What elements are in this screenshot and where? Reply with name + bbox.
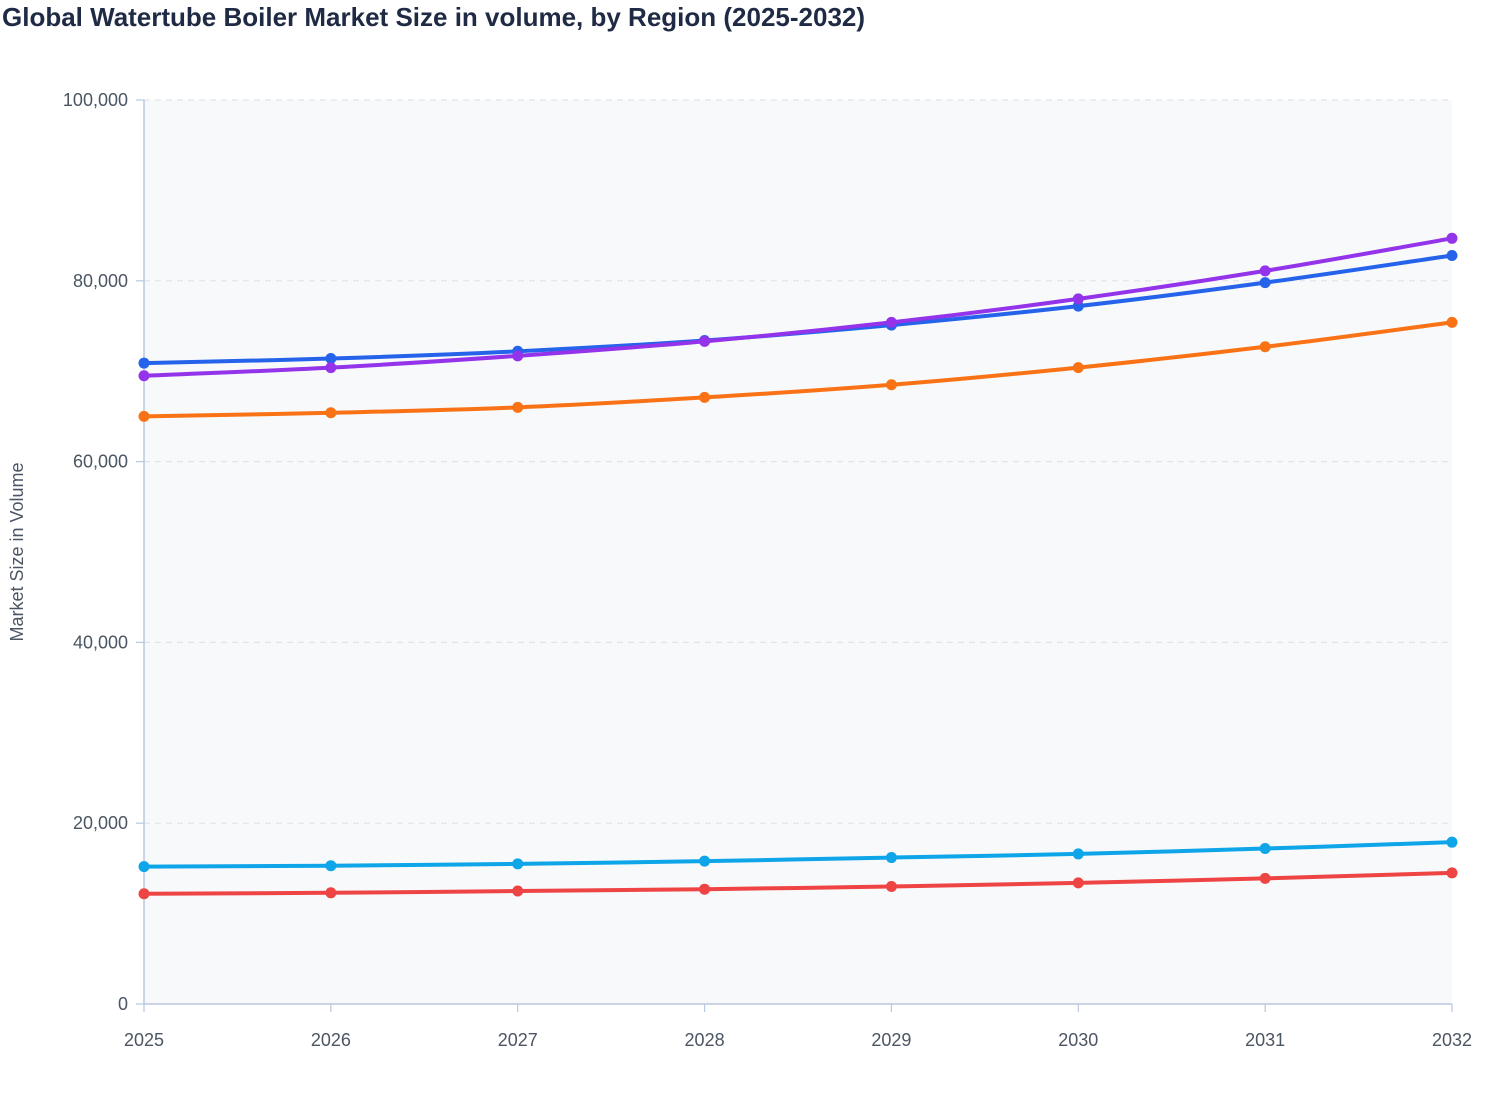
y-tick-label: 20,000	[73, 813, 128, 833]
series-2	[138, 232, 1458, 382]
gridlines	[144, 99, 1452, 824]
data-point[interactable]	[885, 379, 897, 391]
data-point[interactable]	[325, 353, 337, 365]
data-point[interactable]	[512, 858, 524, 870]
x-tick-label: 2031	[1245, 1030, 1285, 1050]
data-point[interactable]	[1259, 265, 1271, 277]
data-point[interactable]	[1072, 877, 1084, 889]
data-point[interactable]	[1259, 872, 1271, 884]
series-line	[142, 840, 1454, 869]
y-tick-label: 0	[118, 994, 128, 1014]
data-point[interactable]	[512, 885, 524, 897]
data-point[interactable]	[699, 391, 711, 403]
series-5	[138, 867, 1458, 900]
x-tick-label: 2025	[124, 1030, 164, 1050]
data-point[interactable]	[885, 316, 897, 328]
data-point[interactable]	[512, 401, 524, 413]
data-point[interactable]	[138, 861, 150, 873]
data-point[interactable]	[699, 855, 711, 867]
data-point[interactable]	[1072, 848, 1084, 860]
data-point[interactable]	[1259, 341, 1271, 353]
data-point[interactable]	[138, 410, 150, 422]
data-point[interactable]	[138, 357, 150, 369]
series-lines	[138, 232, 1458, 900]
data-point[interactable]	[1446, 316, 1458, 328]
x-tick-label: 2027	[498, 1030, 538, 1050]
x-tick-label: 2032	[1432, 1030, 1472, 1050]
series-line	[142, 236, 1454, 378]
data-point[interactable]	[138, 370, 150, 382]
x-tick-label: 2029	[871, 1030, 911, 1050]
x-tick-label: 2030	[1058, 1030, 1098, 1050]
series-line	[142, 870, 1454, 896]
series-3	[138, 316, 1458, 422]
chart-title: Global Watertube Boiler Market Size in v…	[2, 2, 866, 32]
y-tick-label: 100,000	[63, 90, 128, 110]
plot-area	[144, 100, 1452, 1004]
x-tick-label: 2026	[311, 1030, 351, 1050]
y-tick-label: 40,000	[73, 632, 128, 652]
data-point[interactable]	[1259, 277, 1271, 289]
data-point[interactable]	[1446, 867, 1458, 879]
data-point[interactable]	[885, 880, 897, 892]
y-tick-label: 80,000	[73, 271, 128, 291]
y-tick-label: 60,000	[73, 452, 128, 472]
data-point[interactable]	[1072, 293, 1084, 305]
data-point[interactable]	[1446, 232, 1458, 244]
axes	[136, 99, 1453, 1012]
tick-labels: 0 20,000 40,000 60,000 80,000 100,000 2025 2026…	[63, 90, 1472, 1050]
data-point[interactable]	[138, 888, 150, 900]
series-line	[142, 320, 1454, 419]
data-point[interactable]	[325, 887, 337, 899]
data-point[interactable]	[1259, 843, 1271, 855]
data-point[interactable]	[325, 407, 337, 419]
data-point[interactable]	[325, 860, 337, 872]
x-tick-label: 2028	[685, 1030, 725, 1050]
data-point[interactable]	[512, 350, 524, 362]
y-axis-title: Market Size in Volume	[7, 462, 27, 641]
data-point[interactable]	[1072, 362, 1084, 374]
data-point[interactable]	[885, 852, 897, 864]
series-4	[138, 836, 1458, 873]
data-point[interactable]	[699, 883, 711, 895]
data-point[interactable]	[1446, 836, 1458, 848]
data-point[interactable]	[1446, 249, 1458, 261]
data-point[interactable]	[699, 335, 711, 347]
data-point[interactable]	[325, 362, 337, 374]
